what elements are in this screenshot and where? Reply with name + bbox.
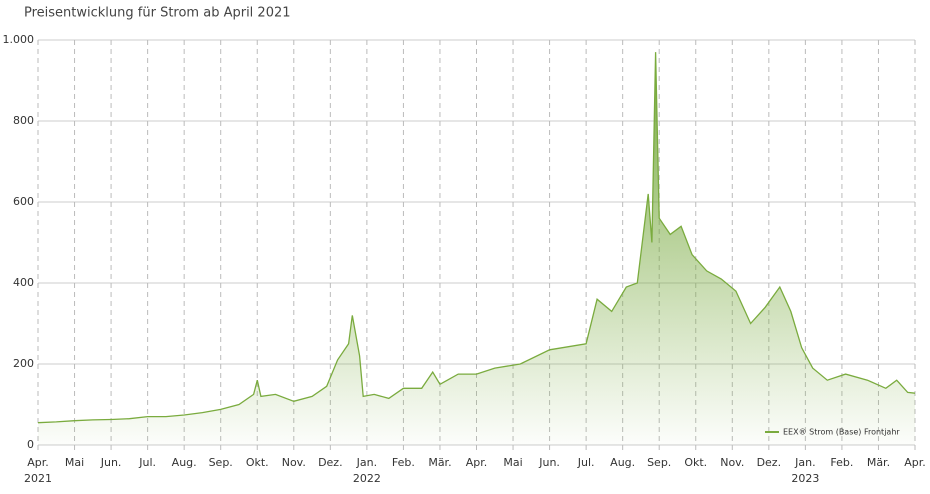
x-tick-label: Feb. (392, 456, 415, 469)
y-tick-label: 400 (13, 276, 34, 289)
x-tick-label: Mai (65, 456, 84, 469)
y-tick-label: 1.000 (3, 33, 35, 46)
x-tick-label: Aug. (172, 456, 197, 469)
year-label: 2021 (24, 472, 52, 485)
x-tick-label: Dez. (318, 456, 343, 469)
x-tick-label: Feb. (830, 456, 853, 469)
x-tick-label: Okt. (246, 456, 269, 469)
x-tick-label: Mär. (428, 456, 451, 469)
x-tick-label: Apr. (27, 456, 49, 469)
x-tick-label: Apr. (904, 456, 926, 469)
x-tick-label: Mai (503, 456, 522, 469)
x-tick-label: Jul. (577, 456, 595, 469)
y-tick-label: 0 (27, 438, 34, 451)
chart-title: Preisentwicklung für Strom ab April 2021 (24, 6, 291, 21)
x-tick-label: Sep. (647, 456, 671, 469)
x-tick-label: Nov. (720, 456, 744, 469)
x-tick-label: Nov. (282, 456, 306, 469)
year-label: 2022 (353, 472, 381, 485)
x-tick-label: Apr. (466, 456, 488, 469)
x-tick-label: Jul. (138, 456, 156, 469)
legend-label: EEX® Strom (Base) Frontjahr (783, 428, 900, 437)
x-tick-label: Dez. (757, 456, 782, 469)
x-tick-label: Jan. (356, 456, 377, 469)
y-tick-label: 600 (13, 195, 34, 208)
y-tick-label: 200 (13, 357, 34, 370)
x-tick-label: Aug. (610, 456, 635, 469)
year-label: 2023 (791, 472, 819, 485)
line (37, 52, 916, 424)
x-tick-label: Jan. (794, 456, 815, 469)
x-tick-label: Sep. (209, 456, 233, 469)
y-tick-label: 800 (13, 114, 34, 127)
x-tick-label: Okt. (684, 456, 707, 469)
area (38, 52, 915, 445)
x-tick-label: Jun. (100, 456, 122, 469)
x-tick-label: Jun. (538, 456, 560, 469)
x-tick-label: Mär. (867, 456, 890, 469)
